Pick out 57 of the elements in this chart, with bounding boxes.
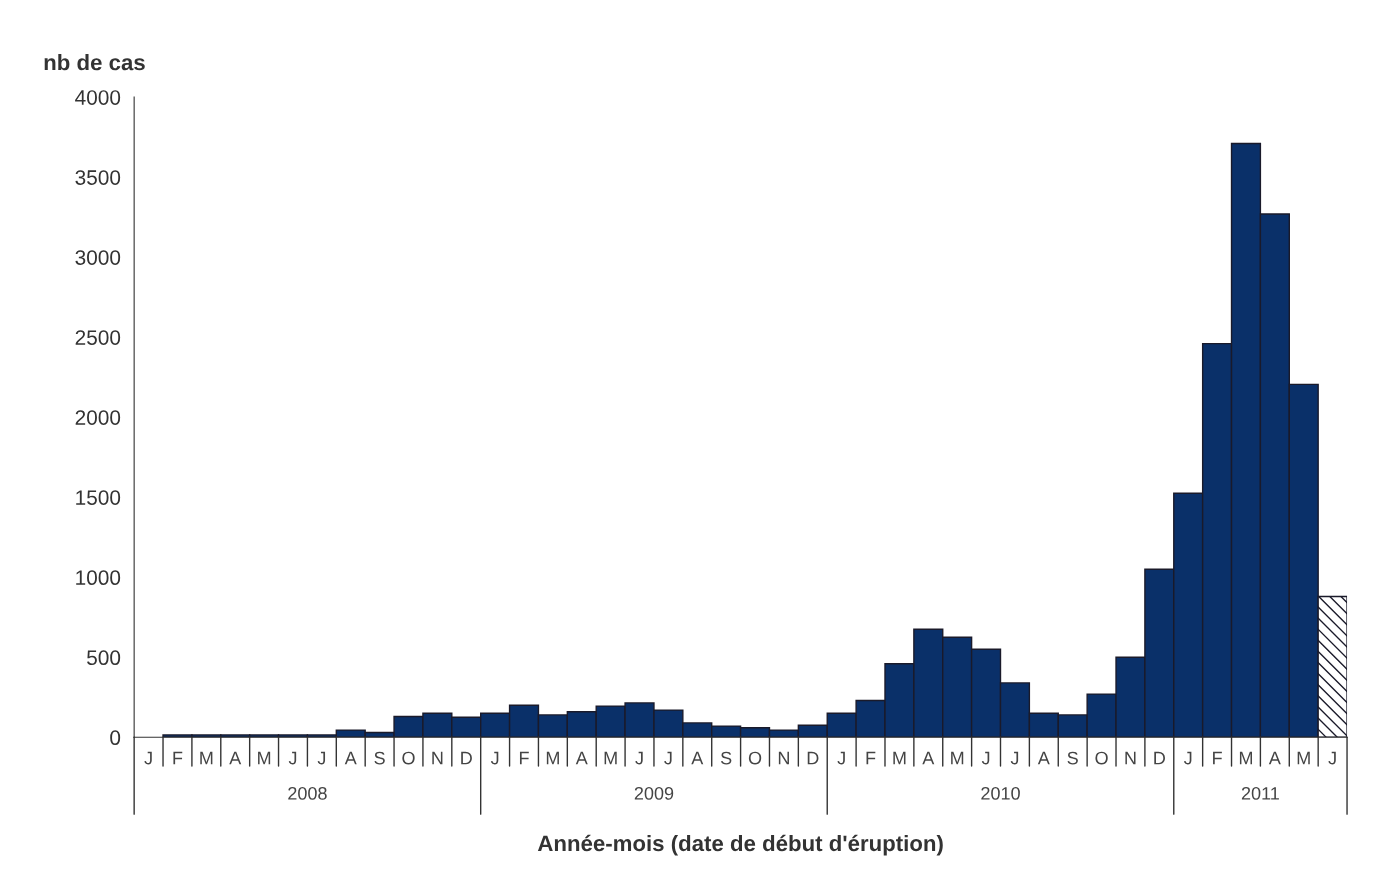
x-tick-label: J xyxy=(288,751,297,765)
x-tick-label: F xyxy=(519,751,529,765)
x-tick-label: D xyxy=(461,751,472,765)
x-axis-title: Année-mois (date de début d'éruption) xyxy=(537,834,943,856)
x-tick-label: A xyxy=(344,751,357,765)
text: 2008 xyxy=(288,786,327,800)
x-tick-label: F xyxy=(866,751,876,765)
x-tick-label: J xyxy=(317,751,326,765)
x-tick-label: J xyxy=(1010,751,1019,765)
x-tick-label: S xyxy=(720,751,732,765)
y-tick-label: 3000 xyxy=(75,250,121,265)
text: 2011 xyxy=(1241,786,1279,800)
x-tick-label: O xyxy=(748,751,762,765)
x-tick-label: J xyxy=(981,751,990,765)
x-tick-label: J xyxy=(837,751,845,765)
x-tick-label: M xyxy=(1239,751,1253,765)
y-tick-label: 1000 xyxy=(76,570,121,586)
x-tick-label: A xyxy=(575,751,588,765)
x-tick-label: O xyxy=(402,751,415,765)
x-tick-label: M xyxy=(200,751,213,765)
y-tick-label: 0 xyxy=(110,730,121,746)
x-tick-label: N xyxy=(778,751,789,765)
y-tick-label: 500 xyxy=(87,650,121,666)
x-tick-label: A xyxy=(691,751,704,765)
x-tick-label: A xyxy=(922,751,935,765)
x-tick-label: D xyxy=(807,751,819,765)
y-tick-label: 2000 xyxy=(75,410,121,425)
x-tick-label: J xyxy=(490,751,499,765)
x-tick-label: M xyxy=(546,751,559,765)
y-tick-label: 2500 xyxy=(75,330,121,345)
y-tick-label: 1500 xyxy=(76,490,121,505)
x-tick-label: M xyxy=(1297,751,1310,765)
x-tick-label: A xyxy=(1268,751,1281,765)
x-tick-label: D xyxy=(1154,751,1165,765)
x-tick-label: J xyxy=(144,751,152,765)
x-tick-label: J xyxy=(664,751,672,765)
x-tick-label: M xyxy=(951,751,964,765)
text: 2010 xyxy=(981,786,1020,800)
x-tick-label: A xyxy=(1037,751,1050,765)
x-tick-label: F xyxy=(1213,751,1222,765)
y-tick-label: 4000 xyxy=(75,90,121,105)
x-tick-label: A xyxy=(229,751,242,765)
y-axis-title: nb de cas xyxy=(44,54,145,71)
x-tick-label: M xyxy=(258,751,271,765)
x-tick-label: S xyxy=(374,751,385,765)
x-tick-label: M xyxy=(893,751,906,765)
x-tick-label: J xyxy=(1328,751,1336,765)
text: 2009 xyxy=(634,786,674,800)
x-tick-label: O xyxy=(1095,751,1108,765)
x-tick-label: S xyxy=(1067,751,1078,765)
x-tick-label: N xyxy=(1125,751,1136,765)
x-tick-label: J xyxy=(635,751,643,765)
x-tick-label: N xyxy=(432,751,443,765)
y-tick-label: 3500 xyxy=(75,170,121,185)
x-tick-label: J xyxy=(1183,751,1192,765)
x-tick-label: M xyxy=(604,751,617,765)
x-tick-label: F xyxy=(173,751,183,765)
